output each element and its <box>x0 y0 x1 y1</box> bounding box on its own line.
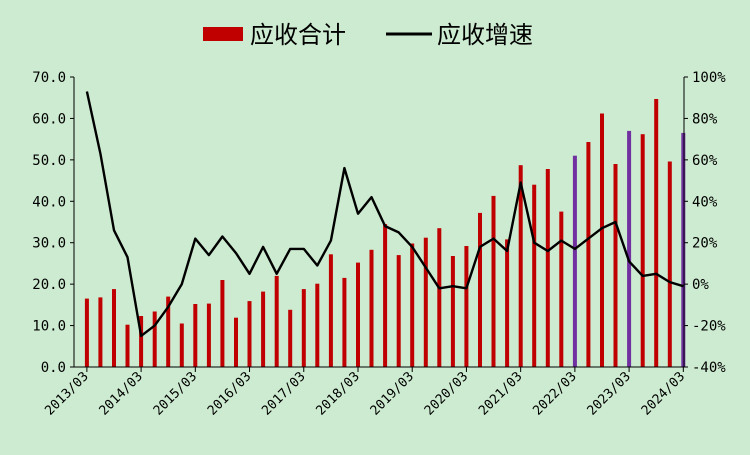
bar <box>641 134 645 367</box>
bar <box>559 212 563 367</box>
bar <box>356 263 360 367</box>
x-tick-label: 2020/03 <box>422 369 471 418</box>
bar <box>424 238 428 367</box>
bar <box>532 185 536 367</box>
left-tick-label: 60.0 <box>32 111 66 127</box>
bar <box>248 301 252 367</box>
bar <box>220 280 224 367</box>
x-tick-label: 2019/03 <box>368 369 417 418</box>
bar <box>681 133 685 367</box>
bar <box>153 312 157 368</box>
bar <box>315 284 319 367</box>
bar <box>329 254 333 367</box>
bar <box>112 289 116 367</box>
right-tick-label: 20% <box>692 236 718 252</box>
bar <box>410 244 414 368</box>
x-tick-label: 2021/03 <box>476 369 525 418</box>
right-tick-label: 100% <box>692 70 726 86</box>
x-tick-label: 2017/03 <box>259 369 308 418</box>
bar <box>193 304 197 367</box>
right-tick-label: 0% <box>692 277 709 293</box>
legend-swatch-receivables-total <box>203 27 243 41</box>
bar <box>302 289 306 367</box>
right-tick-label: 60% <box>692 153 718 169</box>
left-tick-label: 70.0 <box>32 70 66 86</box>
x-tick-label: 2018/03 <box>313 369 362 418</box>
bar <box>234 318 238 367</box>
legend-label-receivables-total: 应收合计 <box>250 21 346 49</box>
bar <box>207 304 211 367</box>
left-tick-label: 30.0 <box>32 236 66 252</box>
bar <box>464 246 468 367</box>
x-tick-label: 2022/03 <box>530 369 579 418</box>
bar <box>437 228 441 367</box>
left-tick-label: 50.0 <box>32 153 66 169</box>
x-tick-label: 2023/03 <box>585 369 634 418</box>
bar <box>573 156 577 367</box>
bar <box>288 310 292 367</box>
bar <box>492 196 496 367</box>
bar <box>614 164 618 367</box>
x-tick-label: 2024/03 <box>639 369 688 418</box>
right-tick-label: -20% <box>692 319 726 335</box>
bar <box>342 278 346 367</box>
bar <box>397 255 401 367</box>
bar <box>668 162 672 368</box>
bar <box>126 325 130 367</box>
bar <box>586 142 590 367</box>
bar <box>261 292 265 367</box>
right-tick-label: -40% <box>692 360 726 376</box>
left-tick-label: 20.0 <box>32 277 66 293</box>
right-tick-label: 80% <box>692 111 718 127</box>
bar <box>383 224 387 367</box>
left-tick-label: 40.0 <box>32 194 66 210</box>
bar <box>600 114 604 368</box>
bar <box>370 250 374 367</box>
bar <box>451 256 455 367</box>
bar <box>98 297 102 367</box>
bar <box>505 239 509 367</box>
legend-label-receivables-growth: 应收增速 <box>437 21 533 49</box>
legend: 应收合计 应收增速 <box>203 21 533 49</box>
bar <box>85 299 89 367</box>
bar <box>654 99 658 367</box>
right-tick-label: 40% <box>692 194 718 210</box>
bar <box>180 324 184 368</box>
left-tick-label: 0.0 <box>41 360 66 376</box>
x-tick-label: 2015/03 <box>151 369 200 418</box>
x-tick-label: 2013/03 <box>42 369 91 418</box>
x-tick-label: 2016/03 <box>205 369 254 418</box>
left-tick-label: 10.0 <box>32 319 66 335</box>
bar <box>627 131 631 367</box>
bar <box>275 276 279 367</box>
bar <box>478 213 482 367</box>
x-tick-label: 2014/03 <box>97 369 146 418</box>
bar <box>546 169 550 367</box>
